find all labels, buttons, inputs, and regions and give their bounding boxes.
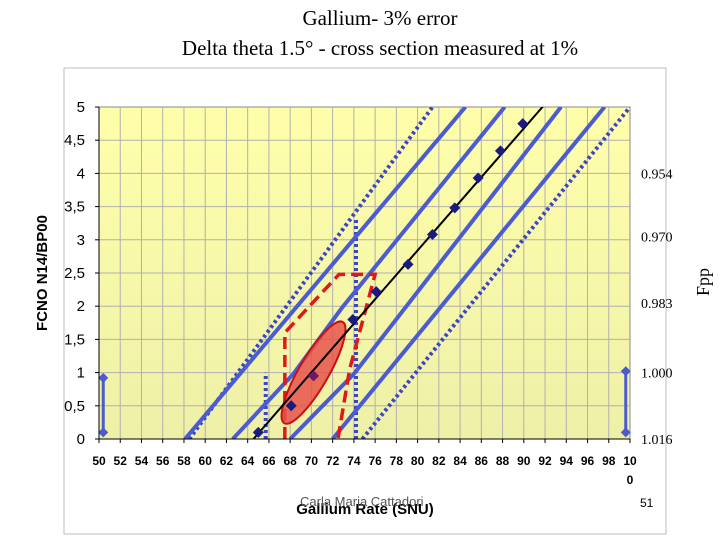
y-tick-label: 1,5 [64, 331, 85, 348]
x-tick-label: 74 [347, 454, 361, 468]
y-tick-label: 5 [77, 99, 85, 116]
y-tick-label: 1 [77, 365, 85, 382]
y-tick-label: 3,5 [64, 199, 85, 216]
fpp-tick-label: 1.016 [641, 433, 673, 448]
band-line [288, 107, 563, 439]
band-line [183, 107, 467, 439]
x-tick-label: 62 [220, 454, 234, 468]
x-tick-label: 86 [475, 454, 489, 468]
slide-title: Gallium- 3% error [302, 6, 458, 30]
error-bar-marker [98, 372, 109, 383]
data-point [494, 145, 506, 157]
dashed-contour [283, 272, 378, 439]
x-tick-label: 64 [241, 454, 255, 468]
x-tick-label: 68 [283, 454, 297, 468]
x-tick-label: 56 [156, 454, 170, 468]
x-tick-label: 78 [390, 454, 404, 468]
author-name: Carla Maria Cattadori [300, 494, 424, 509]
x-tick-label: 96 [581, 454, 595, 468]
data-point [285, 400, 297, 412]
data-point [252, 426, 264, 438]
x-tick-label: 92 [538, 454, 552, 468]
x-tick-label: 70 [305, 454, 319, 468]
prediction-curve [252, 107, 544, 439]
data-point [449, 202, 461, 214]
y-tick-label: 0,5 [64, 398, 85, 415]
fpp-tick-label: 0.983 [641, 297, 673, 312]
x-tick-label: 10 [623, 454, 637, 468]
x-tick-label: 50 [92, 454, 106, 468]
x-tick-label: 76 [368, 454, 382, 468]
fpp-tick-label: 0.970 [641, 230, 673, 245]
fpp-tick-label: 0.954 [641, 167, 673, 182]
data-point [472, 172, 484, 184]
x-tick-label: 66 [262, 454, 276, 468]
error-bar-marker [98, 427, 109, 438]
y-tick-label: 2 [77, 298, 85, 315]
x-tick-label: 52 [114, 454, 128, 468]
data-point [308, 370, 320, 382]
x-tick-label: 88 [496, 454, 510, 468]
fpp-axis-label: Fpp [693, 268, 713, 296]
x-axis-label: Gallium Rate (SNU) [296, 501, 434, 518]
x-tick-label: 80 [411, 454, 425, 468]
band-line [331, 107, 607, 439]
x-tick-label: 82 [432, 454, 446, 468]
dotted-limit-line [360, 107, 630, 439]
y-tick-label: 3 [77, 232, 85, 249]
slide-subtitle: Delta theta 1.5° - cross section measure… [181, 36, 579, 60]
y-tick-label: 4,5 [64, 132, 85, 149]
page-number: 51 [640, 496, 654, 510]
y-tick-label: 0 [77, 431, 85, 448]
x-tick-label: 72 [326, 454, 340, 468]
data-point [370, 286, 382, 298]
x-tick-label: 94 [560, 454, 574, 468]
x-tick-label: 58 [177, 454, 191, 468]
error-bar-marker [620, 366, 631, 377]
x-tick-label-wrap: 0 [627, 473, 634, 487]
data-point [517, 118, 529, 130]
y-axis-label: FCNO N14/BP00 [34, 215, 51, 331]
data-point [426, 228, 438, 240]
x-tick-label: 90 [517, 454, 531, 468]
x-tick-label: 84 [453, 454, 467, 468]
x-tick-label: 98 [602, 454, 616, 468]
data-point [347, 313, 359, 325]
x-tick-label: 54 [135, 454, 149, 468]
x-tick-label: 60 [199, 454, 213, 468]
y-tick-label: 4 [77, 165, 85, 182]
data-point [402, 258, 414, 270]
fpp-tick-label: 1.000 [641, 367, 673, 382]
y-tick-label: 2,5 [64, 265, 85, 282]
error-bar-marker [620, 427, 631, 438]
